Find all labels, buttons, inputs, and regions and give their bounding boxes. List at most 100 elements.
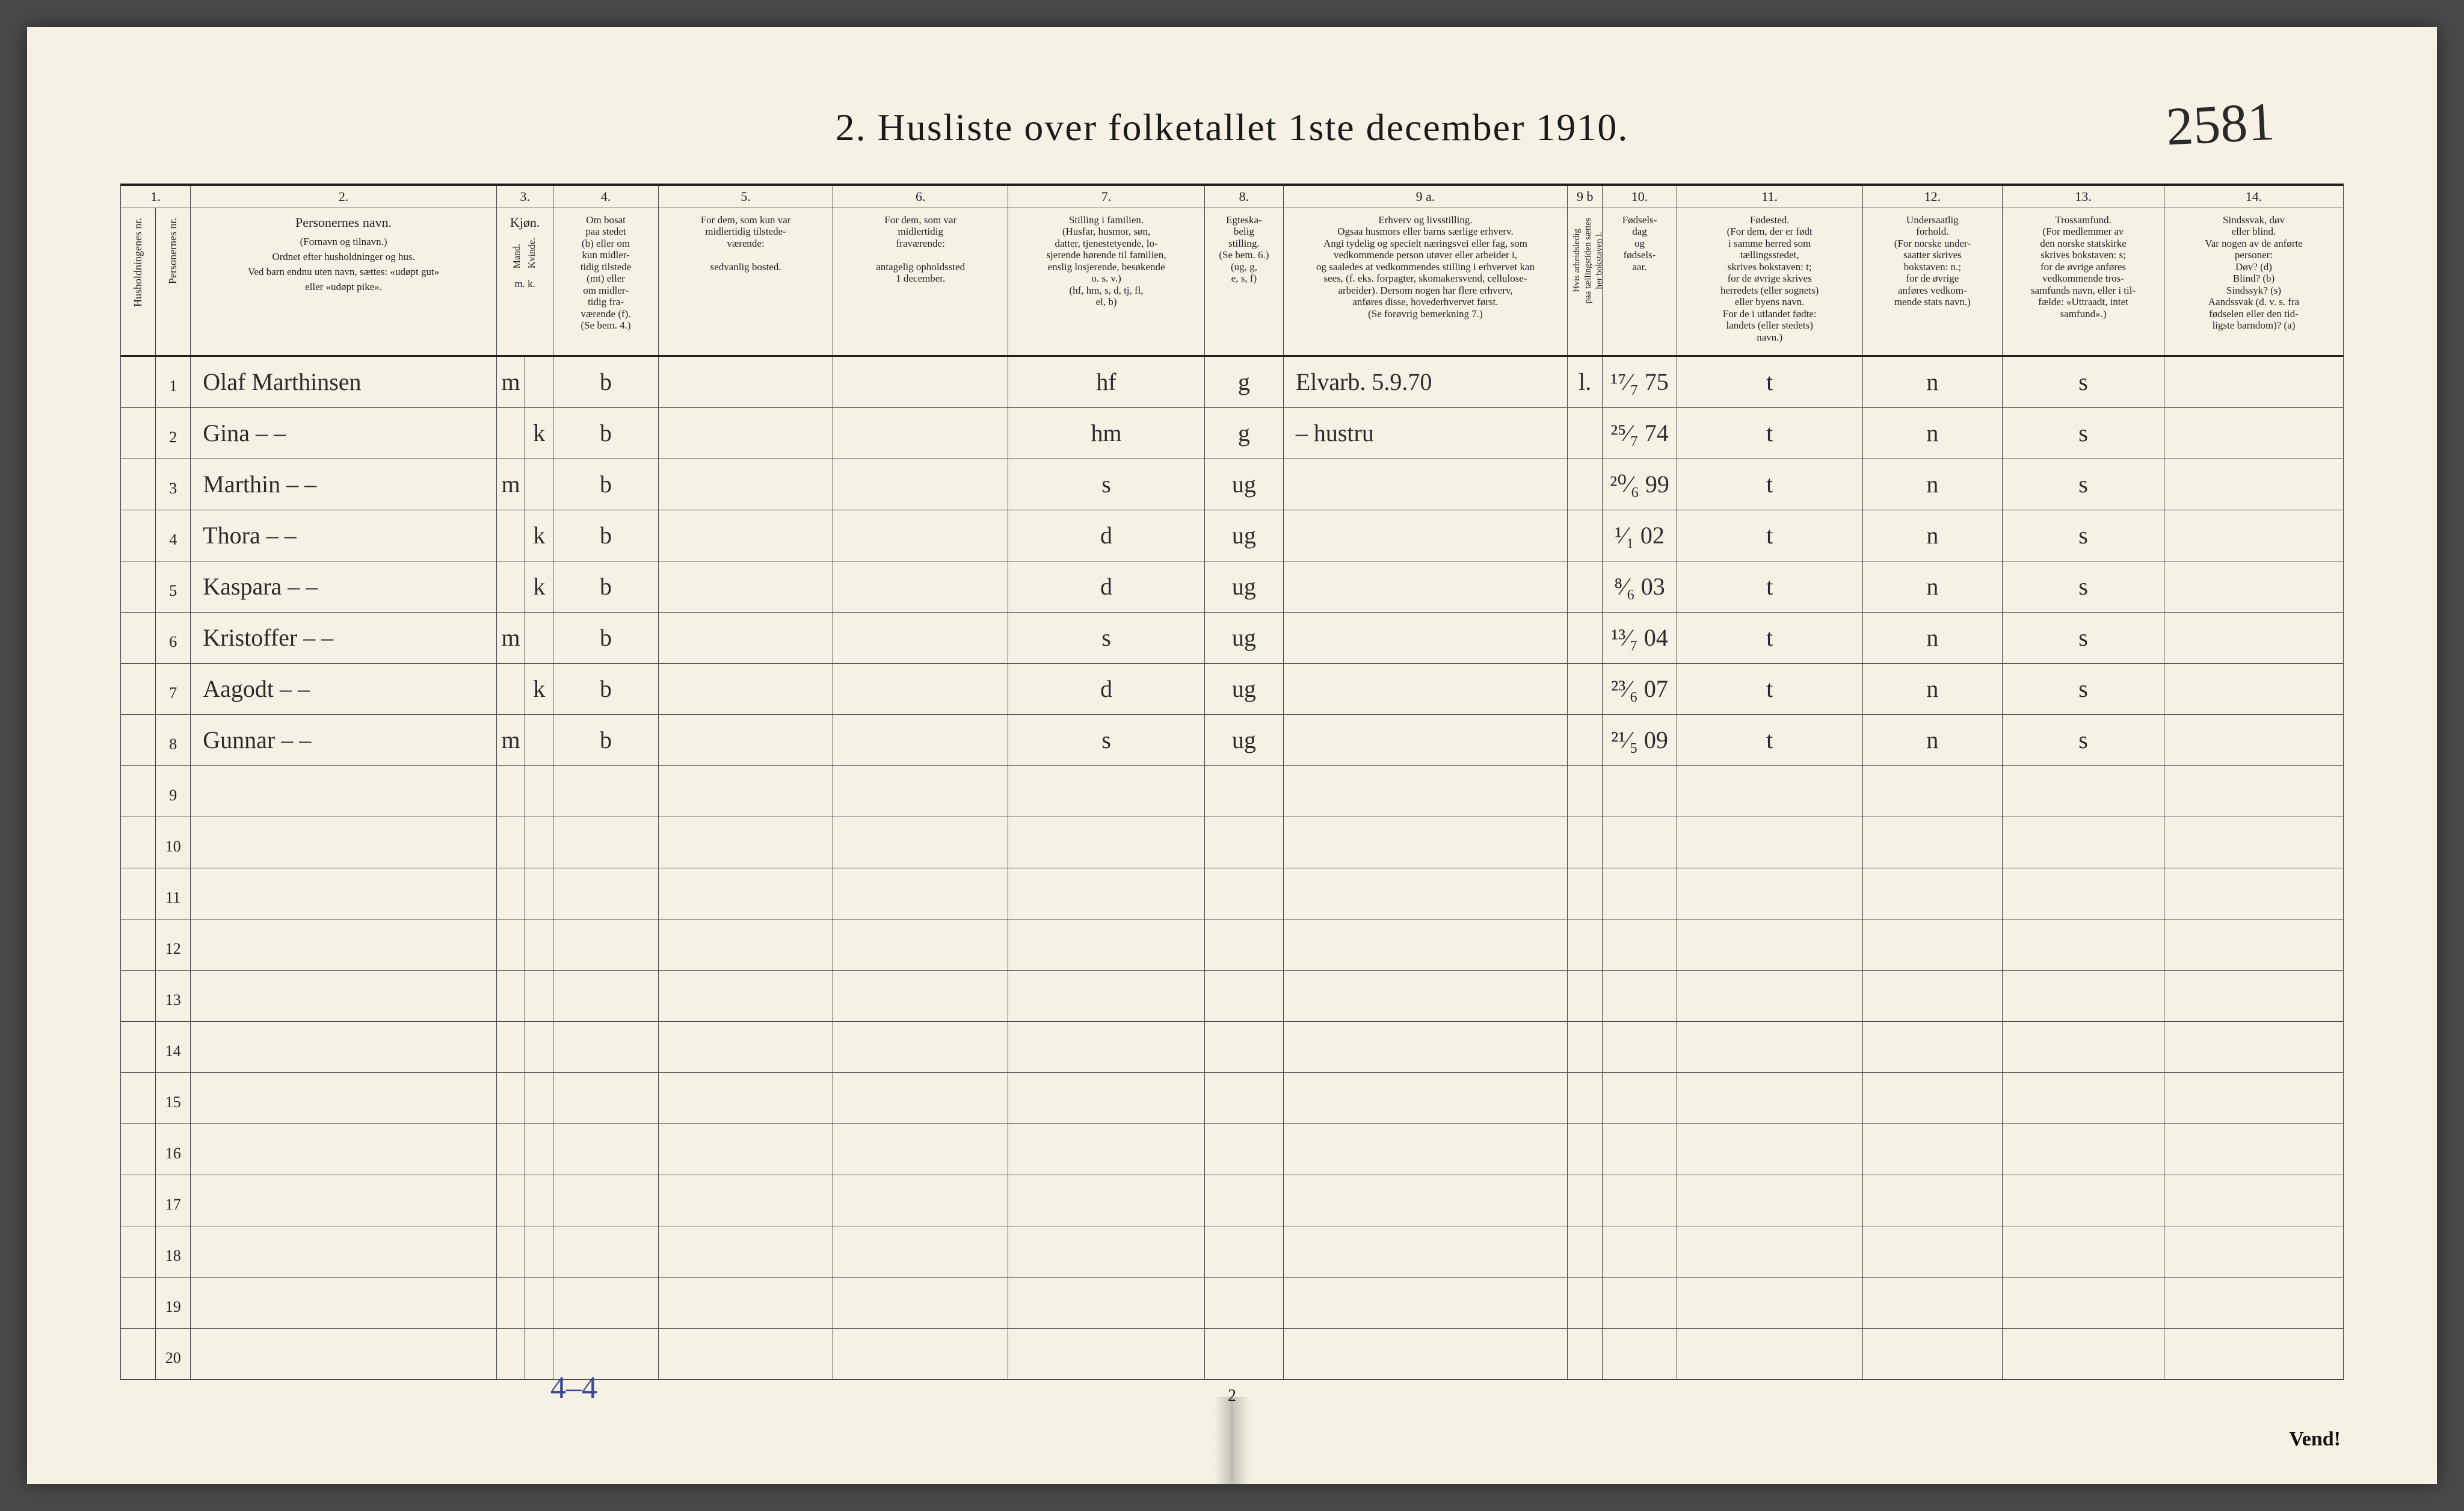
census-table: 1. 2. 3. 4. 5. 6. 7. 8. 9 a. 9 b 10. 11.… bbox=[120, 184, 2344, 1380]
head-egte: Egteska- belig stilling. (Se bem. 6.) (u… bbox=[1205, 208, 1284, 356]
cell-empty bbox=[191, 1175, 497, 1226]
cell-fravaer bbox=[833, 714, 1008, 765]
cell-empty bbox=[1568, 919, 1603, 970]
cell-empty bbox=[1568, 1123, 1603, 1175]
table-row-empty: 17 bbox=[121, 1175, 2344, 1226]
cell-empty bbox=[1205, 1175, 1284, 1226]
cell-empty bbox=[2164, 1328, 2343, 1379]
cell-fsted: t bbox=[1677, 612, 1862, 663]
cell-empty bbox=[1008, 1277, 1205, 1328]
cell-bosat: b bbox=[553, 459, 658, 510]
cell-fdato: ²⁵⁄₇ 74 bbox=[1603, 407, 1677, 459]
cell-fravaer bbox=[833, 407, 1008, 459]
cell-empty bbox=[1205, 1021, 1284, 1072]
table-row-empty: 19 bbox=[121, 1277, 2344, 1328]
cell-empty bbox=[1603, 1226, 1677, 1277]
colnum-6: 6. bbox=[833, 185, 1008, 208]
head-undersaat: Undersaatlig forhold. (For norske under-… bbox=[1862, 208, 2003, 356]
cell-empty bbox=[1603, 868, 1677, 919]
cell-household-no bbox=[121, 459, 156, 510]
cell-fsted: t bbox=[1677, 663, 1862, 714]
cell-household-no bbox=[121, 561, 156, 612]
cell-person-no: 16 bbox=[156, 1123, 191, 1175]
cell-empty bbox=[1603, 970, 1677, 1021]
table-row: 2Gina – –kbhmg– hustru²⁵⁄₇ 74tns bbox=[121, 407, 2344, 459]
cell-empty bbox=[1677, 817, 1862, 868]
cell-household-no bbox=[121, 356, 156, 407]
cell-person-no: 7 bbox=[156, 663, 191, 714]
cell-empty bbox=[833, 1123, 1008, 1175]
census-page: 2. Husliste over folketallet 1ste decemb… bbox=[27, 27, 2437, 1484]
cell-empty bbox=[658, 1021, 833, 1072]
cell-empty bbox=[2003, 1226, 2164, 1277]
cell-person-no: 6 bbox=[156, 612, 191, 663]
cell-tros: s bbox=[2003, 510, 2164, 561]
cell-empty bbox=[658, 1072, 833, 1123]
cell-fdato: ¹⁄₁ 02 bbox=[1603, 510, 1677, 561]
table-row: 5Kaspara – –kbdug⁸⁄₆ 03tns bbox=[121, 561, 2344, 612]
cell-fsted: t bbox=[1677, 356, 1862, 407]
table-row-empty: 20 bbox=[121, 1328, 2344, 1379]
cell-stilling: s bbox=[1008, 459, 1205, 510]
cell-empty bbox=[496, 1277, 525, 1328]
cell-fravaer bbox=[833, 663, 1008, 714]
cell-empty bbox=[833, 1072, 1008, 1123]
cell-person-no: 20 bbox=[156, 1328, 191, 1379]
cell-tros: s bbox=[2003, 714, 2164, 765]
cell-empty bbox=[1862, 817, 2003, 868]
cell-undersaat: n bbox=[1862, 663, 2003, 714]
cell-empty bbox=[1568, 1226, 1603, 1277]
cell-empty bbox=[1008, 1072, 1205, 1123]
cell-empty bbox=[1568, 868, 1603, 919]
cell-person-no: 2 bbox=[156, 407, 191, 459]
cell-empty bbox=[2003, 1072, 2164, 1123]
cell-household-no bbox=[121, 1123, 156, 1175]
cell-empty bbox=[833, 868, 1008, 919]
cell-household-no bbox=[121, 714, 156, 765]
cell-empty bbox=[191, 1123, 497, 1175]
cell-person-no: 19 bbox=[156, 1277, 191, 1328]
head-stilling: Stilling i familien. (Husfar, husmor, sø… bbox=[1008, 208, 1205, 356]
cell-empty bbox=[833, 1277, 1008, 1328]
cell-empty bbox=[191, 1277, 497, 1328]
cell-egte: ug bbox=[1205, 510, 1284, 561]
cell-stilling: d bbox=[1008, 663, 1205, 714]
table-row: 7Aagodt – –kbdug²³⁄₆ 07tns bbox=[121, 663, 2344, 714]
cell-sex-k: k bbox=[525, 561, 553, 612]
cell-fdato: ¹³⁄₇ 04 bbox=[1603, 612, 1677, 663]
cell-empty bbox=[553, 1175, 658, 1226]
cell-empty bbox=[1862, 1021, 2003, 1072]
cell-bosat: b bbox=[553, 510, 658, 561]
cell-empty bbox=[525, 1123, 553, 1175]
cell-empty bbox=[2164, 1021, 2343, 1072]
cell-empty bbox=[2164, 868, 2343, 919]
cell-sex-m: m bbox=[496, 612, 525, 663]
cell-sex-k bbox=[525, 356, 553, 407]
cell-empty bbox=[496, 817, 525, 868]
cell-sinds bbox=[2164, 714, 2343, 765]
cell-stilling: d bbox=[1008, 561, 1205, 612]
cell-empty bbox=[1283, 970, 1567, 1021]
cell-fravaer bbox=[833, 612, 1008, 663]
cell-empty bbox=[191, 1072, 497, 1123]
cell-egte: ug bbox=[1205, 663, 1284, 714]
table-row-empty: 13 bbox=[121, 970, 2344, 1021]
cell-empty bbox=[1008, 1021, 1205, 1072]
cell-empty bbox=[833, 1226, 1008, 1277]
cell-empty bbox=[496, 919, 525, 970]
cell-empty bbox=[2003, 1021, 2164, 1072]
cell-fravaer bbox=[833, 561, 1008, 612]
cell-empty bbox=[1205, 1072, 1284, 1123]
cell-empty bbox=[191, 1226, 497, 1277]
cell-undersaat: n bbox=[1862, 714, 2003, 765]
cell-fsted: t bbox=[1677, 561, 1862, 612]
cell-empty bbox=[1205, 1328, 1284, 1379]
head-sex: Kjøn. Mand. Kvinde. m. k. bbox=[496, 208, 553, 356]
cell-tilstede bbox=[658, 459, 833, 510]
cell-sex-m bbox=[496, 510, 525, 561]
cell-empty bbox=[1677, 868, 1862, 919]
cell-undersaat: n bbox=[1862, 612, 2003, 663]
cell-empty bbox=[1205, 868, 1284, 919]
cell-household-no bbox=[121, 407, 156, 459]
head-name-main: Personernes navn. bbox=[194, 214, 493, 231]
